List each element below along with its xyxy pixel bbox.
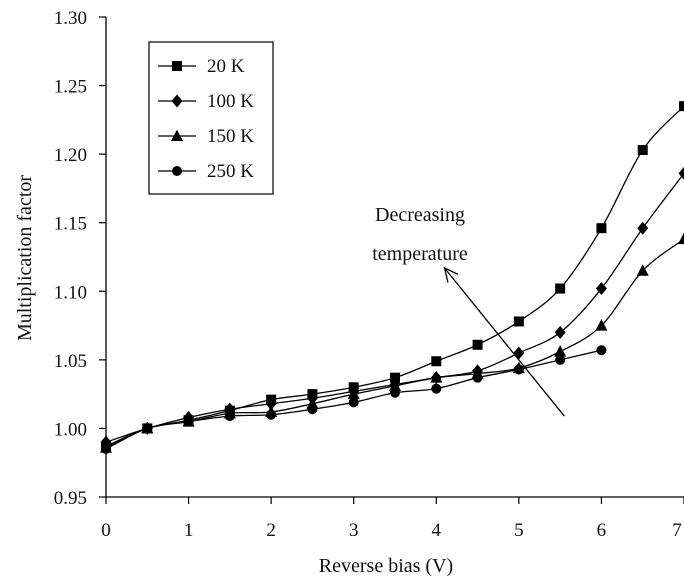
x-tick-label: 5 bbox=[514, 520, 524, 541]
y-tick-label: 1.15 bbox=[54, 214, 87, 235]
annotation-line-1: Decreasing bbox=[375, 204, 465, 226]
data-point bbox=[513, 346, 525, 360]
data-point bbox=[595, 282, 607, 296]
data-point bbox=[554, 325, 566, 339]
data-point bbox=[348, 397, 359, 408]
axis-ticks: 0 1 2 3 4 5 6 7 0.95 1.00 1.05 1.10 1.15 1.20 1.25 1.30 bbox=[54, 8, 684, 541]
data-point bbox=[554, 345, 567, 357]
legend-marker bbox=[172, 61, 182, 71]
series-layer bbox=[100, 101, 684, 454]
data-point bbox=[596, 345, 607, 356]
y-tick-label: 0.95 bbox=[54, 488, 87, 509]
data-point bbox=[637, 145, 648, 156]
annotation: Decreasing temperature bbox=[372, 204, 565, 417]
legend-marker bbox=[172, 166, 182, 176]
y-tick-label: 1.30 bbox=[54, 8, 87, 29]
x-axis-title: Reverse bias (V) bbox=[319, 555, 453, 577]
data-point bbox=[431, 383, 442, 394]
data-point bbox=[265, 397, 277, 411]
y-tick-label: 1.10 bbox=[54, 282, 87, 303]
legend-item: 150 K bbox=[158, 126, 254, 147]
legend-item: 250 K bbox=[158, 161, 254, 182]
x-tick-label: 6 bbox=[597, 520, 607, 541]
data-point bbox=[637, 221, 649, 235]
y-axis-title: Multiplication factor bbox=[14, 175, 36, 341]
legend-item: 20 K bbox=[158, 56, 245, 77]
legend-item: 100 K bbox=[158, 91, 254, 112]
x-tick-label: 3 bbox=[349, 520, 359, 541]
data-point bbox=[101, 444, 111, 454]
data-point bbox=[595, 319, 608, 331]
x-tick-label: 7 bbox=[672, 520, 682, 541]
data-point bbox=[390, 372, 400, 383]
series-250-k bbox=[101, 345, 607, 454]
data-point bbox=[266, 409, 277, 420]
y-tick-label: 1.00 bbox=[54, 419, 87, 440]
legend-label: 150 K bbox=[207, 126, 254, 147]
y-tick-label: 1.20 bbox=[54, 145, 87, 166]
data-point bbox=[472, 372, 483, 383]
x-tick-label: 0 bbox=[101, 520, 111, 541]
legend-label: 250 K bbox=[207, 161, 254, 182]
x-tick-label: 1 bbox=[184, 520, 194, 541]
data-point bbox=[183, 416, 194, 427]
data-point bbox=[389, 379, 401, 391]
data-point bbox=[390, 387, 400, 398]
data-point bbox=[472, 339, 483, 350]
data-point bbox=[347, 387, 360, 400]
data-point bbox=[555, 283, 566, 294]
data-point bbox=[513, 316, 524, 327]
arrow-head bbox=[443, 266, 459, 283]
legend-marker bbox=[171, 129, 183, 141]
y-tick-label: 1.25 bbox=[54, 77, 87, 98]
legend-box bbox=[148, 41, 274, 195]
annotation-line-2: temperature bbox=[372, 243, 468, 265]
data-point bbox=[431, 356, 442, 367]
y-tick-label: 1.05 bbox=[54, 351, 87, 372]
data-point bbox=[679, 101, 684, 112]
data-point bbox=[678, 166, 684, 180]
annotation-arrow bbox=[444, 267, 565, 417]
legend-marker bbox=[171, 94, 183, 108]
legend-label: 20 K bbox=[207, 56, 245, 77]
data-point bbox=[307, 404, 318, 415]
data-point bbox=[430, 371, 443, 383]
data-point bbox=[513, 364, 524, 375]
data-point bbox=[678, 232, 684, 245]
data-point bbox=[142, 423, 153, 434]
legend-label: 100 K bbox=[207, 91, 254, 112]
legend: 20 K 100 K 150 K 250 K bbox=[148, 41, 274, 195]
data-point bbox=[555, 354, 566, 365]
data-point bbox=[224, 411, 235, 422]
data-point bbox=[596, 223, 607, 234]
x-tick-label: 2 bbox=[266, 520, 276, 541]
x-tick-label: 4 bbox=[432, 520, 442, 541]
plot-area bbox=[105, 17, 684, 498]
data-point bbox=[636, 264, 649, 276]
